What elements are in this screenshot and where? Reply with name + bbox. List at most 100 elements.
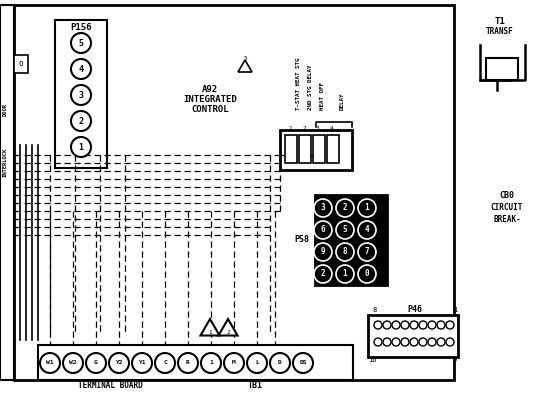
Text: CONTROL: CONTROL — [191, 105, 229, 115]
Circle shape — [314, 265, 332, 283]
Text: DS: DS — [299, 361, 307, 365]
Text: C: C — [163, 361, 167, 365]
Text: TB1: TB1 — [248, 380, 263, 389]
Text: o: o — [19, 60, 23, 68]
Circle shape — [71, 33, 91, 53]
Circle shape — [314, 221, 332, 239]
Bar — [280, 130, 352, 170]
Text: T1: T1 — [495, 17, 505, 26]
Text: 1: 1 — [209, 361, 213, 365]
Text: 8: 8 — [373, 307, 377, 313]
Text: 6: 6 — [321, 226, 325, 235]
Circle shape — [446, 321, 454, 329]
Text: 2: 2 — [79, 117, 84, 126]
Circle shape — [437, 338, 445, 346]
Text: P156: P156 — [70, 23, 92, 32]
Text: CB0: CB0 — [500, 190, 515, 199]
Circle shape — [358, 243, 376, 261]
Circle shape — [428, 321, 436, 329]
Text: 1: 1 — [208, 329, 212, 335]
Circle shape — [336, 265, 354, 283]
Bar — [486, 58, 518, 80]
Circle shape — [270, 353, 290, 373]
Circle shape — [201, 353, 221, 373]
Text: 2ND STG DELAY: 2ND STG DELAY — [307, 64, 312, 110]
Text: 1: 1 — [343, 269, 347, 278]
Circle shape — [358, 199, 376, 217]
Circle shape — [155, 353, 175, 373]
Circle shape — [132, 353, 152, 373]
Text: 5: 5 — [343, 226, 347, 235]
Text: 9: 9 — [453, 357, 457, 363]
Circle shape — [178, 353, 198, 373]
Circle shape — [336, 243, 354, 261]
Text: 5: 5 — [243, 56, 247, 60]
Bar — [0, 5, 14, 380]
Circle shape — [247, 353, 267, 373]
Text: INTERLOCK: INTERLOCK — [3, 147, 8, 177]
Text: 3: 3 — [79, 90, 84, 100]
Text: 2: 2 — [302, 126, 306, 130]
Circle shape — [293, 353, 313, 373]
Text: TERMINAL BOARD: TERMINAL BOARD — [78, 380, 142, 389]
Text: TRANSF: TRANSF — [486, 28, 514, 36]
Circle shape — [314, 199, 332, 217]
Text: DOOR: DOOR — [3, 103, 8, 117]
Text: Y2: Y2 — [115, 361, 123, 365]
Bar — [313, 135, 325, 163]
Circle shape — [410, 321, 418, 329]
Circle shape — [336, 221, 354, 239]
Text: 1: 1 — [453, 307, 457, 313]
Bar — [368, 315, 458, 357]
Circle shape — [437, 321, 445, 329]
Bar — [285, 135, 297, 163]
Text: G: G — [94, 361, 98, 365]
Text: INTEGRATED: INTEGRATED — [183, 96, 237, 105]
Text: 1: 1 — [365, 203, 370, 213]
Bar — [315, 195, 387, 285]
Circle shape — [401, 321, 409, 329]
Text: 16: 16 — [368, 357, 376, 363]
Text: 2: 2 — [343, 203, 347, 213]
Bar — [38, 345, 353, 380]
Circle shape — [410, 338, 418, 346]
Circle shape — [224, 353, 244, 373]
Circle shape — [419, 321, 427, 329]
Text: Y1: Y1 — [138, 361, 146, 365]
Text: DELAY: DELAY — [340, 92, 345, 110]
Text: HEAT OFF: HEAT OFF — [321, 82, 326, 110]
Text: W2: W2 — [69, 361, 77, 365]
Text: P46: P46 — [408, 305, 423, 314]
Circle shape — [109, 353, 129, 373]
Circle shape — [71, 85, 91, 105]
Circle shape — [419, 338, 427, 346]
Text: 1: 1 — [288, 126, 292, 130]
Circle shape — [383, 338, 391, 346]
Circle shape — [71, 59, 91, 79]
Circle shape — [392, 321, 400, 329]
Text: 4: 4 — [79, 64, 84, 73]
Bar — [14, 5, 454, 380]
Text: 5: 5 — [79, 38, 84, 47]
Text: CIRCUIT: CIRCUIT — [491, 203, 523, 211]
Text: 1: 1 — [79, 143, 84, 152]
Text: T-STAT HEAT STG: T-STAT HEAT STG — [295, 58, 300, 110]
Circle shape — [446, 338, 454, 346]
Text: 3: 3 — [316, 126, 320, 130]
Circle shape — [358, 265, 376, 283]
Circle shape — [71, 111, 91, 131]
Text: 4: 4 — [365, 226, 370, 235]
Text: 8: 8 — [343, 248, 347, 256]
Circle shape — [428, 338, 436, 346]
Text: 4: 4 — [330, 126, 334, 130]
Text: 2: 2 — [226, 329, 230, 335]
Polygon shape — [201, 319, 219, 335]
Text: A92: A92 — [202, 85, 218, 94]
Circle shape — [314, 243, 332, 261]
Text: BREAK-: BREAK- — [493, 214, 521, 224]
Circle shape — [374, 321, 382, 329]
Text: W1: W1 — [46, 361, 54, 365]
Bar — [327, 135, 339, 163]
Bar — [55, 20, 107, 168]
Text: R: R — [186, 361, 190, 365]
